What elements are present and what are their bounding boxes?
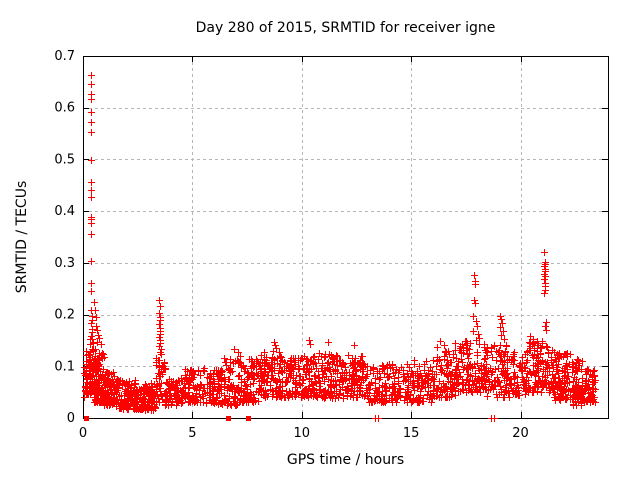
axis-ticks bbox=[83, 56, 608, 419]
x-tick-label: 0 bbox=[79, 426, 87, 441]
x-axis-label: GPS time / hours bbox=[286, 452, 405, 468]
x-tick-label: 15 bbox=[403, 426, 420, 441]
chart-title: Day 280 of 2015, SRMTID for receiver ign… bbox=[195, 20, 496, 36]
y-tick-label: 0.4 bbox=[54, 204, 75, 219]
plot-border bbox=[83, 56, 609, 419]
y-tick-label: 0.5 bbox=[54, 152, 75, 167]
y-tick-label: 0.7 bbox=[54, 49, 75, 64]
y-tick-label: 0.6 bbox=[54, 101, 75, 116]
y-tick-label: 0.2 bbox=[54, 308, 75, 323]
x-tick-label: 20 bbox=[512, 426, 529, 441]
x-tick-label: 10 bbox=[293, 426, 310, 441]
y-tick-label: 0.1 bbox=[54, 359, 75, 374]
y-tick-label: 0.3 bbox=[54, 256, 75, 271]
data-points bbox=[81, 72, 599, 422]
y-tick-label: 0 bbox=[67, 411, 75, 426]
x-tick-label: 5 bbox=[188, 426, 196, 441]
zero-markers bbox=[84, 416, 251, 421]
tick-labels: 0 5 10 15 20 0 0.1 0.2 0.3 0.4 0.5 0.6 0.7 bbox=[54, 49, 528, 441]
